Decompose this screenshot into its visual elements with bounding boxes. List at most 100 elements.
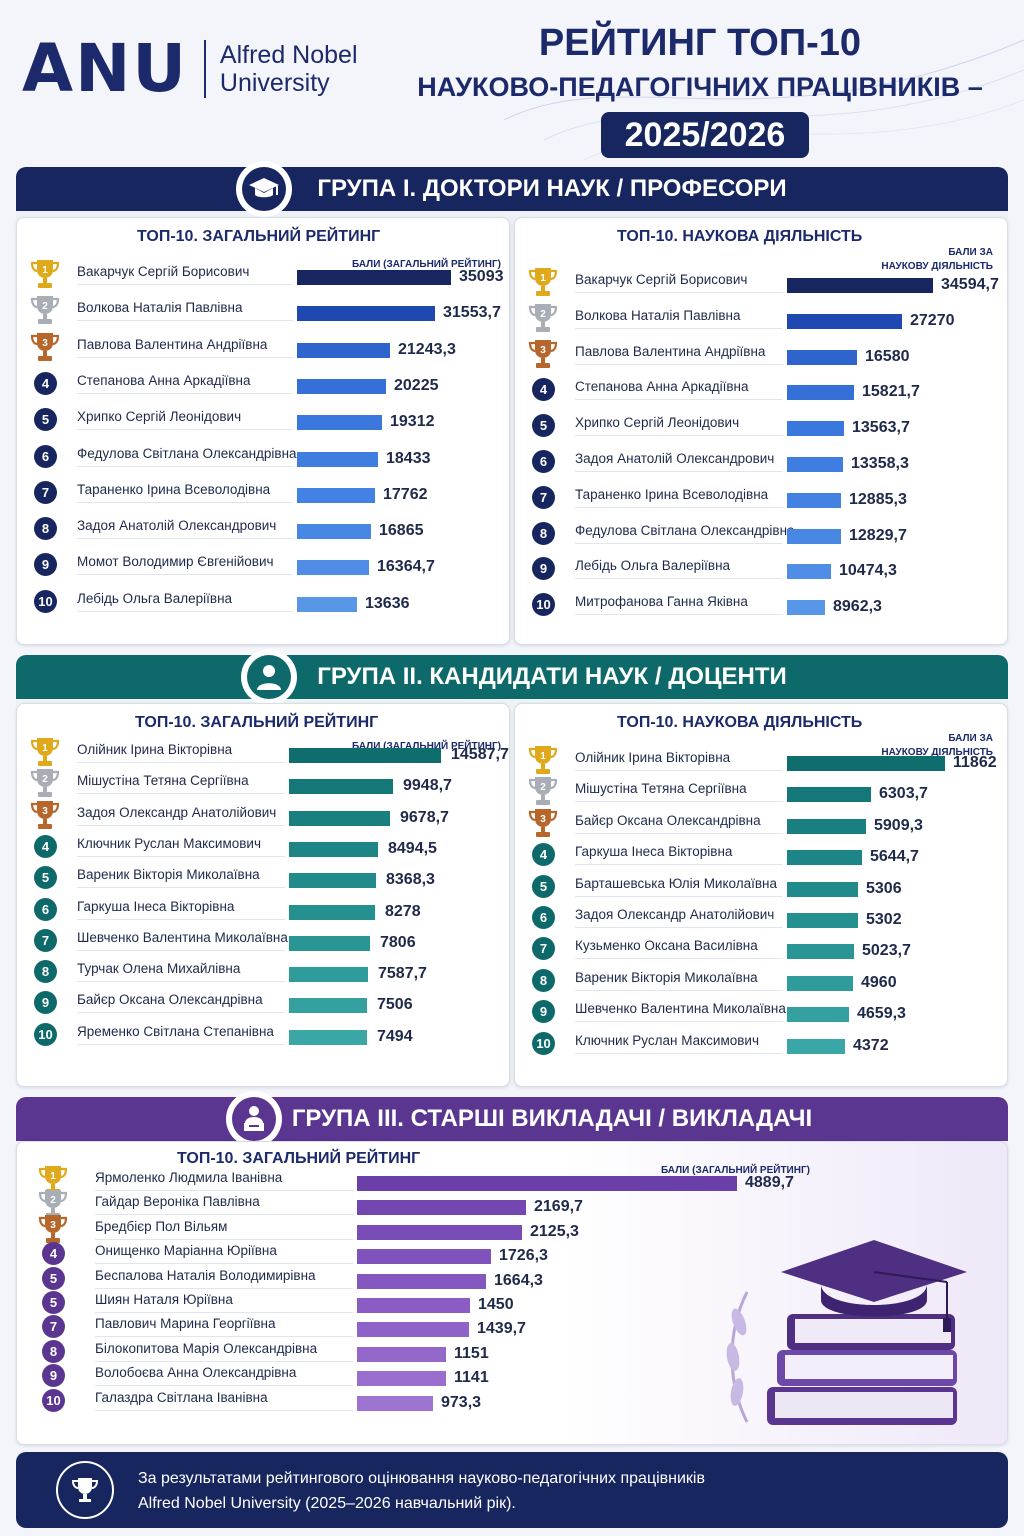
score-value: 11862 (953, 754, 997, 771)
silver-trophy-icon: 2 (526, 301, 560, 340)
row-divider (575, 989, 783, 991)
rank-badge: 7 (532, 485, 555, 509)
person-name: Мішустіна Тетяна Сергіївна (575, 781, 747, 797)
score-value: 2169,7 (534, 1198, 583, 1216)
svg-text:1: 1 (42, 265, 48, 276)
score-value: 35093 (459, 268, 504, 285)
row-divider (575, 1021, 783, 1023)
row-divider (95, 1409, 353, 1411)
score-bar (787, 1038, 845, 1054)
row-divider (77, 918, 285, 920)
row-divider (95, 1312, 353, 1313)
score-value: 973,3 (441, 1393, 482, 1411)
score-bar (787, 787, 871, 803)
row-divider (95, 1360, 353, 1362)
silver-trophy-icon: 2 (28, 766, 62, 805)
row-divider (77, 1012, 285, 1014)
bronze-trophy-icon: 3 (526, 806, 560, 845)
row-divider (77, 429, 293, 431)
row-divider (95, 1214, 353, 1216)
svg-text:1: 1 (540, 751, 546, 762)
score-value: 16580 (865, 347, 910, 365)
rank-badge: 5 (34, 866, 57, 890)
person-name: Хрипко Сергій Леонідович (77, 409, 242, 425)
score-value: 1450 (478, 1296, 514, 1313)
gold-trophy-icon: 1 (526, 743, 560, 782)
svg-text:1: 1 (42, 743, 48, 754)
row-divider (575, 542, 783, 544)
rank-badge: 10 (34, 1022, 57, 1046)
row-divider (575, 770, 783, 771)
score-value: 15821,7 (862, 383, 920, 401)
person-name: Кузьменко Оксана Василівна (575, 938, 758, 954)
score-bar (357, 1200, 526, 1216)
person-name: Задоя Олександр Анатолійович (575, 907, 775, 922)
university-logo[interactable]: ANU Alfred Nobel University (22, 36, 358, 102)
row-divider (575, 614, 783, 616)
person-name: Тараненко Ірина Всеволодівна (77, 481, 271, 497)
rank-badge: 9 (34, 553, 57, 577)
person-name: Гаркуша Інеса Вікторівна (77, 898, 235, 914)
row-divider (575, 363, 783, 365)
score-value: 34594,7 (941, 276, 999, 293)
svg-text:3: 3 (540, 345, 546, 356)
score-bar (787, 313, 902, 329)
score-value: 8278 (385, 902, 421, 920)
score-value: 12885,3 (849, 490, 907, 508)
person-name: Онищенко Маріанна Юріївна (95, 1243, 277, 1259)
score-value: 4372 (853, 1036, 889, 1054)
svg-text:1: 1 (50, 1171, 56, 1182)
group-1-panel-science: ТОП-10. НАУКОВА ДІЯЛЬНІСТЬ БАЛИ ЗА НАУКО… (514, 217, 1008, 645)
row-divider (575, 1052, 783, 1054)
group-2-panel-overall: ТОП-10. ЗАГАЛЬНИЙ РЕЙТИНГ БАЛИ (ЗАГАЛЬНИ… (16, 703, 510, 1087)
row-divider (77, 392, 293, 394)
points-label: БАЛИ (ЗАГАЛЬНИЙ РЕЙТИНГ) (661, 1164, 810, 1178)
person-name: Байєр Оксана Олександрівна (77, 992, 263, 1008)
score-bar (787, 756, 945, 771)
score-value: 5909,3 (874, 816, 923, 834)
score-value: 2125,3 (530, 1222, 579, 1240)
score-bar (357, 1224, 522, 1240)
row-divider (77, 501, 293, 503)
group-1-section: ГРУПА І. ДОКТОРИ НАУК / ПРОФЕСОРИ ТОП-10… (16, 161, 1008, 645)
person-name: Задоя Олександр Анатолійович (77, 804, 277, 820)
person-name: Білокопитова Марія Олександрівна (95, 1340, 318, 1356)
svg-text:3: 3 (50, 1220, 56, 1231)
rank-badge: 10 (42, 1388, 65, 1412)
row-divider (575, 327, 783, 329)
row-divider (575, 506, 783, 508)
score-bar (297, 342, 390, 358)
person-name: Митрофанова Ганна Яківна (575, 594, 748, 610)
row-divider (575, 832, 783, 834)
rank-badge: 8 (532, 968, 555, 992)
svg-text:2: 2 (540, 309, 546, 320)
lecturer-icon (226, 1091, 282, 1147)
row-divider (77, 356, 293, 358)
person-name: Бредбієр Пол Вільям (95, 1218, 228, 1234)
score-value: 21243,3 (398, 340, 456, 358)
group-3-title: ГРУПА ІІІ. СТАРШІ ВИКЛАДАЧІ / ВИКЛАДАЧІ (291, 1105, 813, 1132)
score-value: 5644,7 (870, 848, 919, 866)
silver-trophy-icon: 2 (526, 774, 560, 813)
person-name: Хрипко Сергій Леонідович (575, 415, 740, 431)
score-bar (289, 841, 378, 857)
person-name: Турчак Олена Михайлівна (77, 961, 241, 977)
panel-title: ТОП-10. ЗАГАЛЬНИЙ РЕЙТИНГ (135, 714, 379, 731)
person-name: Вареник Вікторія Миколаївна (77, 867, 260, 883)
score-value: 8368,3 (386, 871, 435, 889)
row-divider (77, 1043, 285, 1045)
rank-badge: 4 (34, 834, 57, 858)
score-bar (357, 1273, 486, 1289)
rank-badge: 10 (532, 593, 555, 617)
row-divider (575, 801, 783, 803)
group-1-header: ГРУПА І. ДОКТОРИ НАУК / ПРОФЕСОРИ (16, 161, 1008, 217)
row-divider (77, 824, 285, 826)
score-value: 1151 (454, 1344, 489, 1362)
score-bar (297, 451, 378, 467)
score-value: 1141 (454, 1369, 489, 1387)
person-name: Галаздра Світлана Іванівна (95, 1389, 268, 1405)
row-divider (77, 538, 293, 540)
score-value: 7494 (377, 1027, 413, 1045)
page-subtitle: НАУКОВО-ПЕДАГОГІЧНИХ ПРАЦІВНИКІВ – (417, 72, 983, 102)
rank-badge: 5 (532, 414, 555, 438)
